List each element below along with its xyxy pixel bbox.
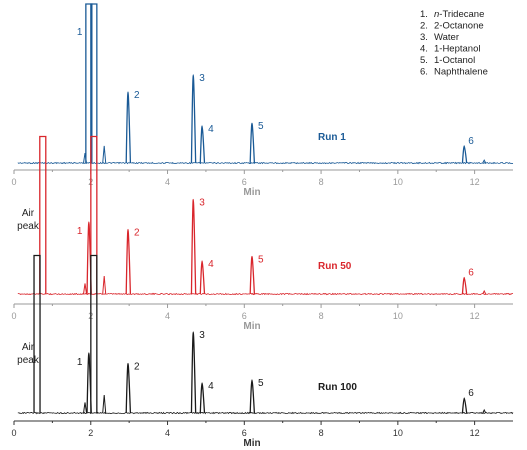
minor-peak: [102, 145, 107, 164]
peak-unlabeled: [39, 135, 47, 294]
baseline-trace: [17, 292, 514, 296]
peak-label: 4: [208, 259, 214, 270]
legend-number: 4.: [420, 44, 428, 55]
minor-peak: [482, 159, 487, 164]
legend-number: 1.: [420, 9, 428, 20]
x-tick-label: 4: [165, 428, 170, 438]
peak-label: 6: [468, 388, 474, 399]
peak-5: [249, 122, 256, 164]
peak-label: 1: [77, 226, 83, 237]
peak-2: [125, 362, 132, 414]
peak-label: 2: [134, 362, 140, 373]
x-tick-label: 12: [470, 428, 480, 438]
baseline-trace: [17, 161, 514, 165]
minor-peak: [83, 283, 88, 295]
peak-unlabeled: [90, 254, 98, 413]
x-tick-label: 0: [11, 177, 16, 187]
run-label: Run 1: [318, 132, 346, 143]
x-tick-label: 8: [319, 311, 324, 321]
legend-entry: Water: [434, 32, 459, 43]
peak-2: [125, 228, 132, 295]
x-tick-label: 10: [393, 177, 403, 187]
x-tick-label: 6: [242, 311, 247, 321]
x-tick-label: 6: [242, 428, 247, 438]
x-tick-label: 2: [88, 428, 93, 438]
baseline-trace: [17, 411, 514, 415]
x-tick-label: 8: [319, 177, 324, 187]
x-tick-label: 6: [242, 177, 247, 187]
peak-2: [125, 91, 132, 164]
peak-4: [199, 260, 206, 295]
x-tick-label: 8: [319, 428, 324, 438]
peak-label: 3: [199, 198, 205, 209]
peak-label: 4: [208, 381, 214, 392]
legend-number: 3.: [420, 32, 428, 43]
peak-label: 2: [134, 228, 140, 239]
peak-3: [190, 331, 197, 414]
air-peak-label: Air peak: [17, 342, 40, 366]
peak-1: [85, 3, 93, 163]
x-axis-title: Min: [243, 187, 260, 198]
minor-peak: [102, 275, 107, 295]
legend-entry: 1-Heptanol: [434, 44, 480, 55]
peak-4: [199, 125, 206, 164]
x-tick-label: 0: [11, 428, 16, 438]
legend-number: 6.: [420, 67, 428, 78]
peak-5: [249, 255, 256, 295]
peak-label: 3: [199, 73, 205, 84]
x-axis-title: Min: [243, 438, 260, 449]
legend-number: 2.: [420, 21, 428, 32]
peak-label: 3: [199, 330, 205, 341]
x-tick-label: 10: [393, 311, 403, 321]
air-peak-label: Air peak: [17, 208, 40, 232]
minor-peak: [482, 408, 487, 414]
x-tick-label: 10: [393, 428, 403, 438]
run-label: Run 50: [318, 261, 352, 272]
minor-peak: [102, 394, 107, 414]
x-tick-label: 4: [165, 177, 170, 187]
minor-peak: [482, 289, 487, 295]
peak-6: [461, 276, 468, 295]
peak-label: 5: [258, 121, 264, 132]
x-tick-label: 12: [470, 311, 480, 321]
legend: 1. n-Tridecane 2. 2-Octanone 3. Water 4. 1-Hept…: [420, 9, 488, 78]
peak-label: 6: [468, 268, 474, 279]
peak-label: 6: [468, 136, 474, 147]
peak-4: [199, 382, 206, 414]
legend-number: 5.: [420, 55, 428, 66]
peak-label: 5: [258, 378, 264, 389]
peak-label: 4: [208, 124, 214, 135]
legend-entry: 1-Octanol: [434, 55, 475, 66]
legend-entry: n-Tridecane: [434, 9, 484, 20]
legend-entry: Naphthalene: [434, 67, 488, 78]
peak-unlabeled: [90, 3, 98, 163]
peak-label: 2: [134, 90, 140, 101]
x-tick-label: 0: [11, 311, 16, 321]
peak-3: [190, 74, 197, 164]
x-axis-title: Min: [243, 321, 260, 332]
peak-unlabeled: [33, 254, 41, 413]
peak-label: 5: [258, 255, 264, 266]
legend-entry: 2-Octanone: [434, 21, 484, 32]
peak-6: [461, 145, 468, 164]
minor-peak: [83, 402, 88, 414]
peak-5: [249, 379, 256, 414]
peak-label: 1: [77, 357, 83, 368]
peak-3: [190, 198, 197, 295]
x-tick-label: 12: [470, 177, 480, 187]
peak-label: 1: [77, 27, 83, 38]
peak-6: [461, 397, 468, 414]
peak-unlabeled: [90, 135, 98, 294]
run-label: Run 100: [318, 382, 357, 393]
x-tick-label: 4: [165, 311, 170, 321]
